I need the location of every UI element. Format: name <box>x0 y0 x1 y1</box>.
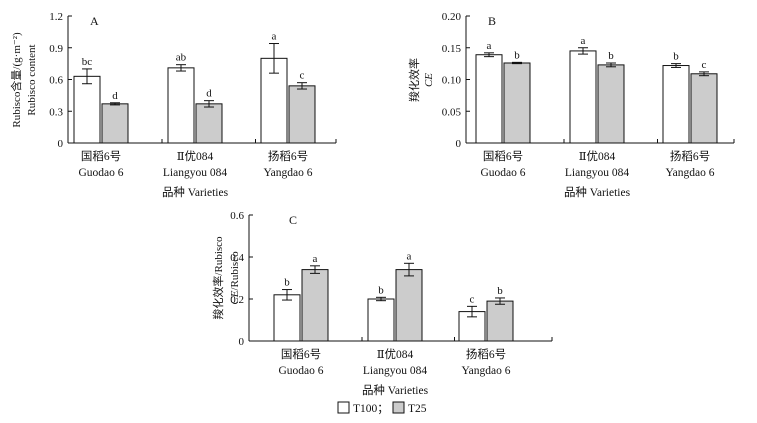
category-label: Guodao 6 <box>78 167 123 179</box>
bar-t100 <box>569 50 597 144</box>
significance-label: a <box>407 250 412 262</box>
x-axis-label: 品种 Varieties <box>564 185 631 199</box>
significance-label: c <box>702 59 707 71</box>
significance-label: b <box>514 49 520 61</box>
bar-t25 <box>690 73 718 144</box>
category-label: Yangdao 6 <box>666 167 715 179</box>
bar-t25 <box>395 269 423 342</box>
bar-t100 <box>367 298 395 342</box>
significance-label: b <box>378 284 384 296</box>
category-label: Ⅱ优084 <box>377 348 414 361</box>
category-label: Ⅱ优084 <box>177 150 214 163</box>
category-label: 扬稻6号 <box>670 149 710 163</box>
category-label: 扬稻6号 <box>268 149 308 163</box>
significance-label: d <box>112 90 118 102</box>
panel-label: C <box>289 213 297 227</box>
y-tick-label: 0.05 <box>442 106 462 118</box>
panel-label: A <box>90 14 99 28</box>
legend-swatch <box>337 401 350 414</box>
chart-panel-a: 0 0.3 0.6 0.9 1.2 A Rubisco含量/(g·m⁻²) Rubisco c… <box>9 11 337 199</box>
x-axis-label: 品种 Varieties <box>362 383 429 397</box>
significance-label: a <box>272 31 277 43</box>
bar-t25 <box>301 269 329 342</box>
y-axis-label: CE/Rubisco <box>229 251 241 305</box>
category-label: Liangyou 084 <box>163 167 227 179</box>
y-axis-label: 羧化效率 <box>407 58 421 102</box>
significance-label: b <box>284 277 290 289</box>
category-label: Liangyou 084 <box>363 365 427 377</box>
y-tick-label: 0.20 <box>442 11 462 23</box>
significance-label: b <box>673 51 679 63</box>
category-label: 国稻6号 <box>281 348 321 361</box>
significance-label: bc <box>82 56 93 68</box>
y-axis-label: CE <box>423 73 435 87</box>
legend-label: T25 <box>408 403 427 415</box>
bar-t100 <box>273 294 301 342</box>
bar-t100 <box>167 67 195 144</box>
category-label: Liangyou 084 <box>565 167 629 179</box>
bar-t25 <box>486 300 514 342</box>
panel-label: B <box>488 14 496 28</box>
category-label: Yangdao 6 <box>264 167 313 179</box>
category-label: 国稻6号 <box>483 150 523 163</box>
bar-t100 <box>662 65 690 144</box>
legend-swatch <box>392 401 405 414</box>
y-tick-label: 0.6 <box>230 210 244 222</box>
y-tick-label: 0 <box>456 138 462 150</box>
bar-t25 <box>101 103 129 144</box>
y-tick-label: 0.3 <box>49 106 63 118</box>
significance-label: c <box>300 70 305 82</box>
y-tick-label: 0.4 <box>230 252 244 264</box>
significance-label: d <box>206 88 212 100</box>
significance-label: b <box>608 50 614 62</box>
y-axis-label: Rubisco含量/(g·m⁻²) <box>9 32 23 128</box>
category-label: Ⅱ优084 <box>579 150 616 163</box>
bar-t25 <box>503 62 531 144</box>
y-tick-label: 0 <box>58 138 64 150</box>
bar-t25 <box>597 64 625 144</box>
category-label: 国稻6号 <box>81 150 121 163</box>
y-tick-label: 0.6 <box>49 75 63 87</box>
legend-label: T100； <box>353 403 389 415</box>
y-axis-label: Rubisco content <box>26 44 38 115</box>
y-tick-label: 0.9 <box>49 43 63 55</box>
bar-t100 <box>73 75 101 144</box>
significance-label: c <box>470 293 475 305</box>
chart-panel-c: 0 0.2 0.4 0.6 C 羧化效率/Rubisco CE/Rubisco b a 国稻6号 G… <box>211 210 553 397</box>
significance-label: a <box>581 35 586 47</box>
significance-label: ab <box>176 52 187 64</box>
category-label: Guodao 6 <box>480 167 525 179</box>
category-label: Guodao 6 <box>278 365 323 377</box>
significance-label: b <box>497 285 503 297</box>
category-label: Yangdao 6 <box>462 365 511 377</box>
y-tick-label: 1.2 <box>49 11 63 23</box>
y-tick-label: 0.15 <box>442 43 462 55</box>
chart-panel-b: 0 0.05 0.10 0.15 0.20 B 羧化效率 CE a b 国稻6号 Guodao 6 a b… <box>407 11 735 199</box>
significance-label: a <box>487 40 492 52</box>
bar-t100 <box>475 54 503 144</box>
y-tick-label: 0.10 <box>442 75 462 87</box>
category-label: 扬稻6号 <box>466 347 506 361</box>
x-axis-label: 品种 Varieties <box>162 185 229 199</box>
y-axis-label: 羧化效率/Rubisco <box>211 236 225 320</box>
legend: T100； T25 <box>337 401 427 415</box>
bar-t25 <box>195 103 223 144</box>
y-tick-label: 0.2 <box>230 294 244 306</box>
significance-label: a <box>313 253 318 265</box>
y-tick-label: 0 <box>239 336 245 348</box>
bar-t25 <box>288 85 316 144</box>
